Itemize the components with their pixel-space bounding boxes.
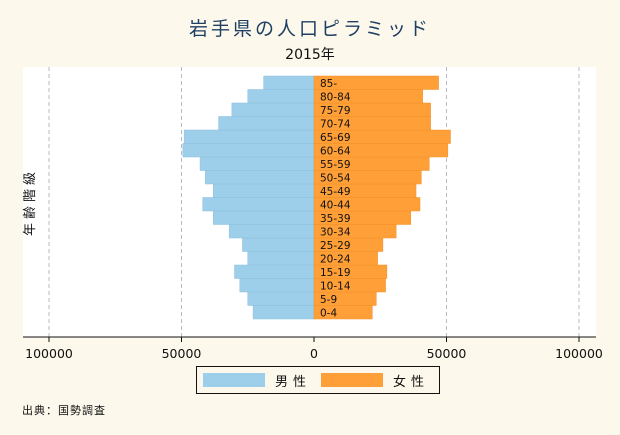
bar-male-5-9 — [247, 291, 315, 306]
y-axis-label: 年齢階級 — [23, 168, 38, 236]
bar-male-30-34 — [228, 224, 315, 239]
legend-item-male: 男性 — [203, 371, 318, 390]
x-tick-label-0: 100000 — [25, 346, 73, 361]
bar-male-80-84 — [247, 89, 315, 104]
legend-label-female: 女性 — [393, 375, 430, 390]
bar-male-35-39 — [213, 210, 315, 225]
bar-male-10-14 — [239, 278, 315, 293]
age-label-5-9: 5-9 — [320, 294, 337, 306]
bar-male-20-24 — [247, 251, 315, 266]
bar-male-25-29 — [242, 237, 315, 252]
chart-title: 岩手県の人口ピラミッド — [188, 18, 431, 40]
bar-male-15-19 — [234, 264, 315, 279]
age-label-70-74: 70-74 — [320, 118, 351, 130]
legend-swatch-female — [321, 373, 383, 387]
chart-subtitle: 2015年 — [285, 47, 335, 63]
age-label-35-39: 35-39 — [320, 213, 351, 225]
bar-male-65-69 — [183, 129, 315, 144]
grid-lines — [48, 67, 580, 337]
age-label-40-44: 40-44 — [320, 199, 351, 211]
age-label-30-34: 30-34 — [320, 226, 351, 238]
age-label-15-19: 15-19 — [320, 267, 351, 279]
age-label-20-24: 20-24 — [320, 253, 351, 265]
bar-male-75-79 — [231, 102, 315, 117]
source-note: 出典：国勢調査 — [22, 404, 106, 417]
bar-male-85- — [263, 75, 315, 90]
bar-male-70-74 — [218, 116, 315, 131]
age-label-85-: 85- — [320, 78, 337, 90]
legend-item-female: 女性 — [321, 371, 436, 390]
bar-male-45-49 — [213, 183, 315, 198]
legend-label-male: 男性 — [275, 375, 312, 390]
x-tick-label-3: 50000 — [427, 346, 467, 361]
age-label-80-84: 80-84 — [320, 91, 351, 103]
age-label-10-14: 10-14 — [320, 280, 351, 292]
age-label-60-64: 60-64 — [320, 145, 351, 157]
legend-swatch-male — [203, 373, 265, 387]
bar-male-50-54 — [205, 170, 315, 185]
age-label-55-59: 55-59 — [320, 159, 351, 171]
x-tick-label-4: 100000 — [555, 346, 603, 361]
age-label-50-54: 50-54 — [320, 172, 351, 184]
bar-male-55-59 — [199, 156, 315, 171]
bar-male-0-4 — [252, 305, 315, 320]
x-axis-ticks: 100000 50000 0 50000 100000 — [25, 337, 603, 361]
age-label-0-4: 0-4 — [320, 307, 337, 319]
bar-female-85- — [313, 75, 439, 90]
bars — [182, 75, 451, 320]
age-label-65-69: 65-69 — [320, 132, 351, 144]
legend: 男性 女性 — [196, 366, 440, 394]
x-tick-label-2: 0 — [310, 346, 318, 361]
age-label-45-49: 45-49 — [320, 186, 351, 198]
bar-male-40-44 — [202, 197, 315, 212]
x-tick-label-1: 50000 — [162, 346, 202, 361]
age-label-25-29: 25-29 — [320, 240, 351, 252]
bar-male-60-64 — [182, 143, 315, 158]
age-label-75-79: 75-79 — [320, 105, 351, 117]
